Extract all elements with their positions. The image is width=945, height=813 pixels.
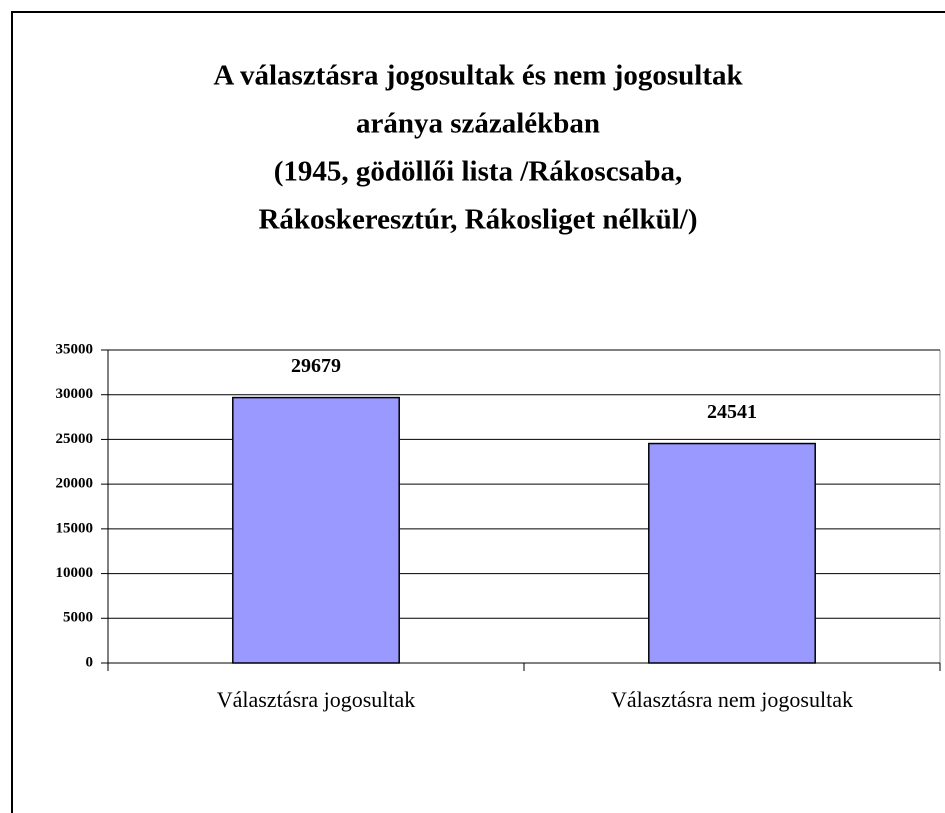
bar xyxy=(648,442,816,664)
value-label: 29679 xyxy=(291,355,341,377)
y-tick-label: 30000 xyxy=(56,386,94,402)
chart-title: A választásra jogosultak és nem jogosult… xyxy=(213,60,743,92)
y-tick-label: 20000 xyxy=(56,476,94,492)
y-tick-label: 25000 xyxy=(56,431,94,447)
chart-title: (1945, gödöllői lista /Rákoscsaba, xyxy=(274,156,682,188)
x-tick-label: Választásra nem jogosultak xyxy=(611,687,853,712)
y-tick-label: 35000 xyxy=(56,341,94,357)
x-tick-label: Választásra jogosultak xyxy=(217,687,416,712)
value-label: 24541 xyxy=(707,401,757,423)
y-tick-label: 15000 xyxy=(56,520,94,536)
y-tick-label: 0 xyxy=(86,654,94,670)
y-tick-label: 5000 xyxy=(63,610,93,626)
bar xyxy=(232,396,400,664)
y-tick-label: 10000 xyxy=(56,565,94,581)
chart-title: aránya százalékban xyxy=(356,108,600,140)
frame xyxy=(11,11,945,813)
chart-title: Rákoskeresztúr, Rákosliget nélkül/) xyxy=(258,204,697,236)
